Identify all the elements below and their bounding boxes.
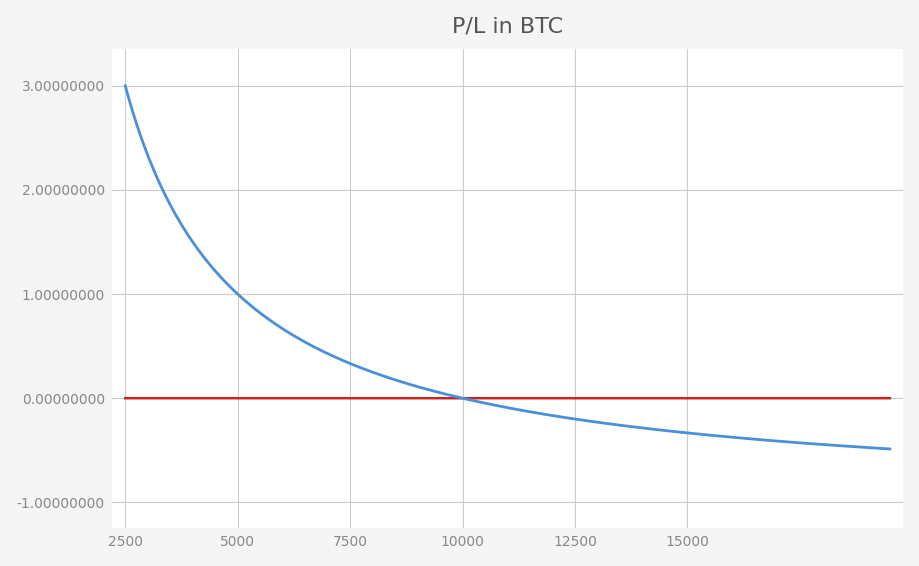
Title: P/L in BTC: P/L in BTC [451,16,562,37]
